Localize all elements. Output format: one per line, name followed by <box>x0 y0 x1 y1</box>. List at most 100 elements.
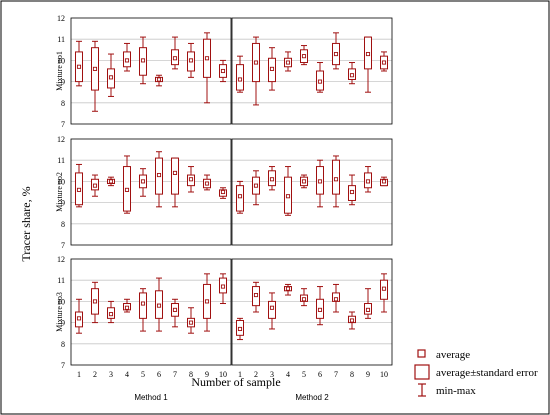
standard-error-box <box>139 292 147 319</box>
y-axis-label: Tracer share, % <box>19 186 33 261</box>
panel-1-2 <box>231 17 393 125</box>
x-tick-label: 6 <box>157 370 161 379</box>
x-tick-label: 5 <box>141 370 145 379</box>
x-tick-label: 8 <box>350 370 354 379</box>
row-label: Mixture no2 <box>55 172 64 212</box>
average-marker <box>188 58 194 63</box>
row-label: Mixture no3 <box>55 292 64 332</box>
panel-3-2: 1 2 3 4 5 6 7 8 9 10 <box>231 258 393 379</box>
legend-standard-error-symbol <box>414 364 430 380</box>
panel-frame <box>70 258 232 366</box>
row-label: Mixture no1 <box>55 51 64 91</box>
average-marker <box>76 64 82 69</box>
panel-frame <box>231 258 393 366</box>
average-marker <box>220 189 226 195</box>
average-marker <box>237 194 243 199</box>
standard-error-box <box>236 64 244 91</box>
x-tick-label: 3 <box>109 370 113 379</box>
average-marker <box>188 177 194 182</box>
y-tick-label: 9 <box>61 199 65 208</box>
x-tick-label: 2 <box>93 370 97 379</box>
legend: average average±standard error min-max <box>414 349 538 397</box>
legend-min-max-label: min-max <box>436 385 476 397</box>
y-tick-label: 10 <box>57 297 65 306</box>
average-marker <box>237 326 243 332</box>
x-tick-label: 3 <box>270 370 274 379</box>
average-marker <box>156 172 162 178</box>
y-tick-label: 9 <box>61 78 65 87</box>
average-marker <box>92 299 98 304</box>
average-marker <box>204 56 210 61</box>
average-marker <box>220 68 226 74</box>
panel-2-2 <box>231 138 393 246</box>
x-tick-label: 2 <box>254 370 258 379</box>
x-tick-label: 8 <box>189 370 193 379</box>
average-marker <box>269 66 275 71</box>
average-marker <box>317 307 323 312</box>
average-marker <box>301 179 307 184</box>
average-marker <box>381 60 387 65</box>
y-tick-label: 11 <box>57 35 65 44</box>
average-marker <box>381 179 387 184</box>
average-marker <box>204 181 210 186</box>
y-tick-label: 10 <box>57 56 65 65</box>
average-marker <box>92 183 98 188</box>
average-marker <box>92 66 98 71</box>
average-marker <box>301 54 307 59</box>
x-tick-label: 4 <box>125 370 129 379</box>
average-marker <box>365 51 371 57</box>
y-tick-label: 11 <box>57 276 65 285</box>
average-marker <box>269 305 275 310</box>
average-marker <box>172 170 178 175</box>
standard-error-box <box>171 157 179 195</box>
y-tick-label: 7 <box>61 120 65 129</box>
y-tick-label: 12 <box>57 135 65 144</box>
y-tick-label: 8 <box>61 99 65 108</box>
x-tick-label: 1 <box>238 370 242 379</box>
standard-error-box <box>268 300 276 319</box>
average-marker <box>220 284 226 289</box>
x-axis-label: Number of sample <box>191 375 280 389</box>
panel-2-1: 7 8 9 10 11 12 Mixture no2 <box>55 135 232 250</box>
average-marker <box>365 307 371 312</box>
average-marker <box>140 58 146 63</box>
average-marker <box>188 320 194 325</box>
panel-frame <box>70 17 232 125</box>
y-tick-label: 12 <box>57 255 65 264</box>
average-marker <box>124 305 130 310</box>
y-tick-label: 11 <box>57 156 65 165</box>
average-marker <box>108 179 114 184</box>
y-tick-label: 7 <box>61 361 65 370</box>
legend-standard-error-label: average±standard error <box>436 367 538 379</box>
average-marker <box>301 297 307 302</box>
average-marker <box>333 51 339 57</box>
x-tick-label: 5 <box>302 370 306 379</box>
average-marker <box>156 303 162 308</box>
standard-error-box <box>332 159 340 195</box>
x-tick-label: 10 <box>219 370 227 379</box>
average-marker <box>172 56 178 61</box>
x-tick-label: 6 <box>318 370 322 379</box>
legend-average-label: average <box>436 349 470 361</box>
average-marker <box>285 60 291 65</box>
average-marker <box>124 187 130 192</box>
average-marker <box>333 297 339 302</box>
column-label-method-2: Method 2 <box>295 393 329 402</box>
x-tick-label: 10 <box>380 370 388 379</box>
average-marker <box>285 194 291 199</box>
panel-frame <box>70 138 232 246</box>
average-marker <box>172 307 178 312</box>
average-marker <box>140 301 146 306</box>
average-marker <box>156 77 162 82</box>
average-marker <box>333 177 339 182</box>
y-tick-label: 10 <box>57 177 65 186</box>
y-tick-label: 8 <box>61 340 65 349</box>
average-marker <box>253 183 259 188</box>
average-marker <box>349 189 355 195</box>
average-marker <box>381 286 387 291</box>
y-tick-label: 12 <box>57 14 65 23</box>
